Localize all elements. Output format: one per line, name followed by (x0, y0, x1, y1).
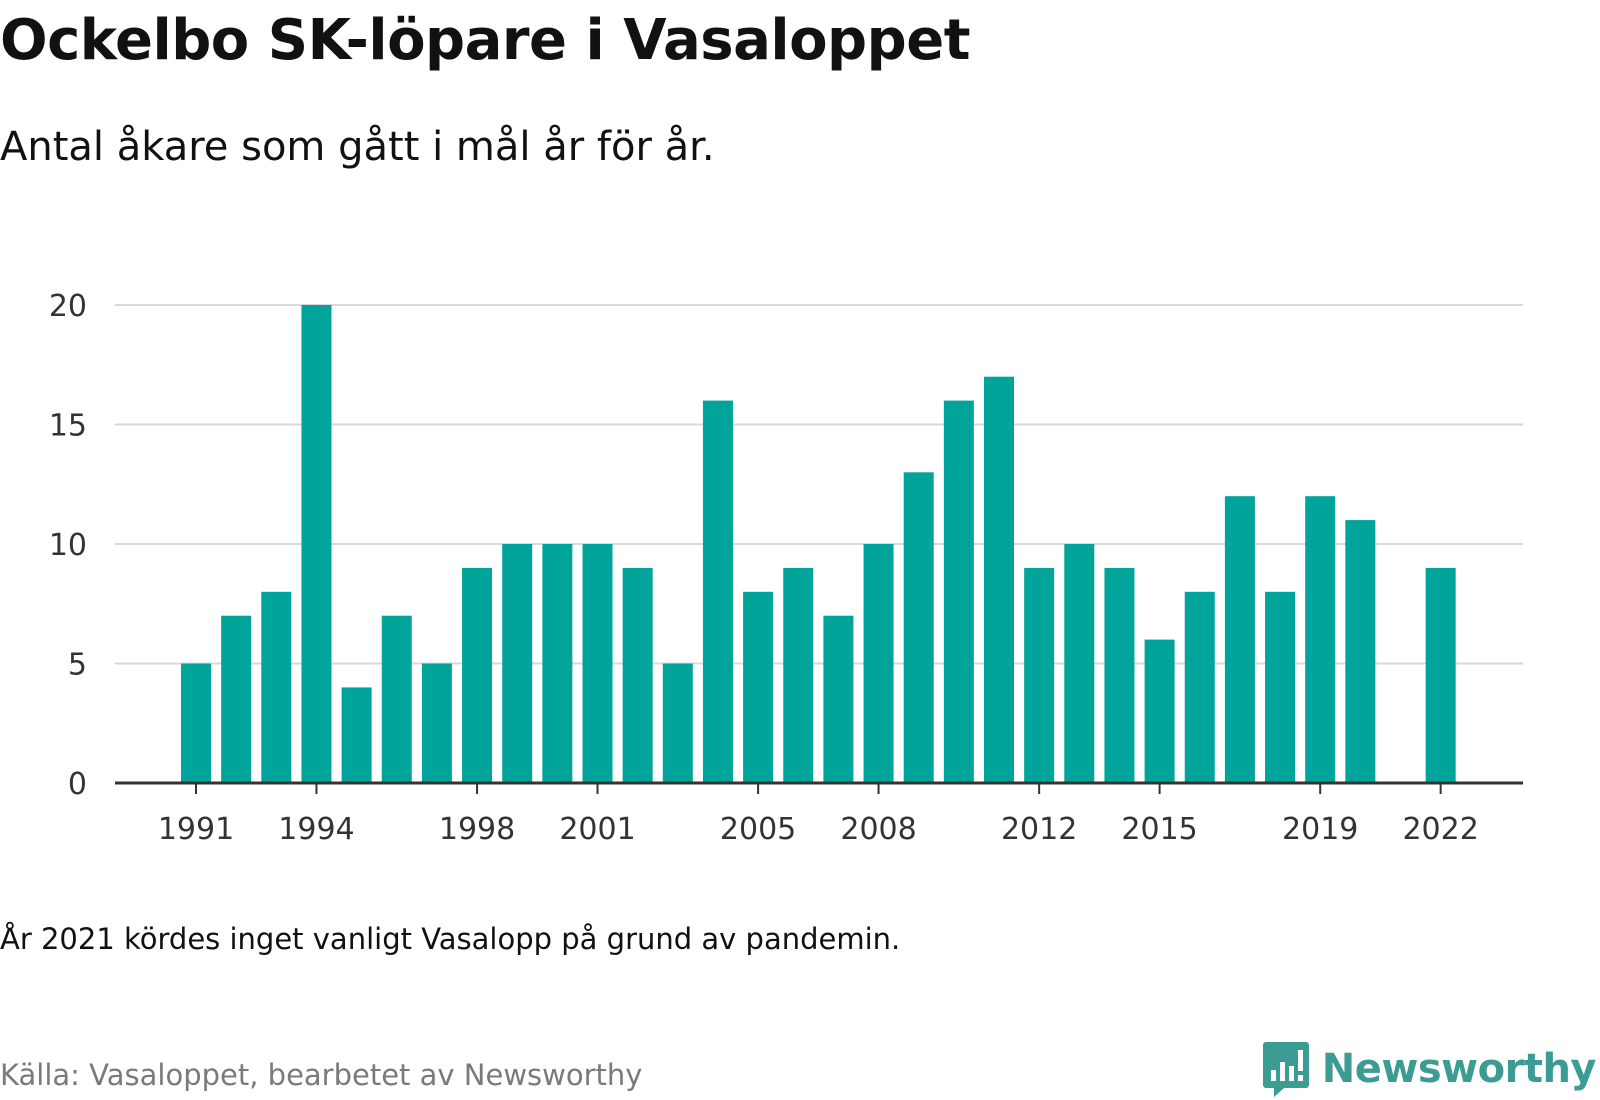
bar-2022 (1425, 567, 1456, 783)
bar-2002 (622, 567, 653, 783)
x-tick-label: 1991 (158, 812, 234, 847)
source-credit: Källa: Vasaloppet, bearbetet av Newswort… (0, 1058, 643, 1092)
bar-2013 (1064, 544, 1095, 783)
bar-1998 (462, 567, 493, 783)
bars (181, 305, 1456, 783)
bar-2012 (1024, 567, 1055, 783)
bar-1999 (502, 544, 533, 783)
bar-chart-speech-bubble-icon (1262, 1042, 1309, 1097)
bar-2006 (783, 567, 814, 783)
x-tick-label: 2015 (1121, 812, 1197, 847)
x-tick-label: 2022 (1402, 812, 1478, 847)
y-tick-label: 15 (49, 409, 87, 444)
x-tick-label: 2019 (1282, 812, 1358, 847)
bar-2000 (542, 544, 573, 783)
y-axis-tick-labels: 0 5 10 15 20 (49, 289, 87, 802)
y-tick-label: 10 (49, 528, 87, 563)
bar-2014 (1104, 567, 1135, 783)
bar-2017 (1224, 496, 1255, 783)
bar-2019 (1305, 496, 1336, 783)
newsworthy-logo: Newsworthy (1262, 1040, 1597, 1098)
bar-1996 (381, 615, 412, 783)
bar-2018 (1265, 591, 1296, 783)
bar-2010 (943, 400, 974, 783)
bar-2009 (903, 472, 934, 783)
x-tick-label: 1998 (439, 812, 515, 847)
x-tick-label: 2001 (559, 812, 635, 847)
bar-2016 (1184, 591, 1215, 783)
bar-2005 (743, 591, 774, 783)
bar-2004 (702, 400, 733, 783)
bar-2001 (582, 544, 613, 783)
bar-1997 (421, 663, 452, 783)
logo-text: Newsworthy (1321, 1046, 1597, 1092)
bar-1993 (261, 591, 292, 783)
y-tick-label: 20 (49, 289, 87, 324)
bar-2020 (1345, 520, 1376, 783)
footnote: År 2021 kördes inget vanligt Vasalopp på… (0, 922, 901, 956)
x-tick-label: 2008 (840, 812, 916, 847)
bar-1995 (341, 687, 372, 783)
bar-2008 (863, 544, 894, 783)
x-axis-ticks: 1991 1994 1998 2001 2005 2008 2012 2015 2019 2022 (158, 783, 1479, 847)
y-tick-label: 0 (68, 767, 87, 802)
bar-1994 (301, 305, 332, 783)
chart-subtitle: Antal åkare som gått i mål år för år. (0, 124, 715, 170)
y-tick-label: 5 (68, 648, 87, 683)
x-tick-label: 1994 (278, 812, 354, 847)
bar-2007 (823, 615, 854, 783)
bar-chart: 0 5 10 15 20 1991 1994 1998 2001 2005 2008 2012 201… (49, 289, 1523, 847)
x-tick-label: 2012 (1001, 812, 1077, 847)
bar-2003 (662, 663, 693, 783)
bar-1991 (181, 663, 211, 783)
chart-title: Ockelbo SK-löpare i Vasaloppet (0, 8, 970, 73)
x-tick-label: 2005 (720, 812, 796, 847)
bar-1992 (221, 615, 252, 783)
bar-2015 (1144, 639, 1175, 783)
bar-2011 (984, 376, 1014, 783)
